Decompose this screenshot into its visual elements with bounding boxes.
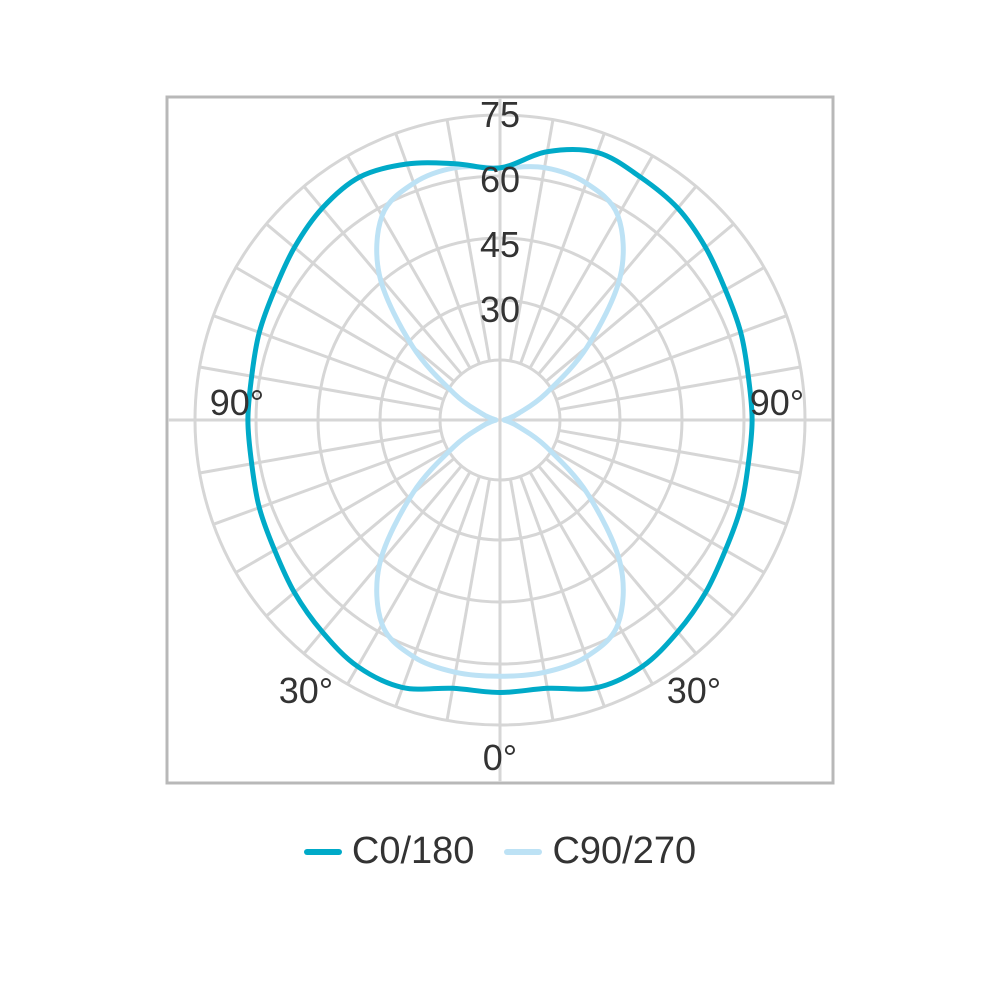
grid-spoke	[346, 155, 472, 369]
angle-label-0: 0°	[483, 737, 517, 778]
legend: C0/180 C90/270	[0, 830, 1000, 873]
radial-tick-label: 30	[480, 289, 520, 330]
grid-spoke	[519, 475, 606, 708]
grid-spoke	[445, 478, 492, 721]
legend-item-c90: C90/270	[504, 830, 696, 873]
grid-spoke	[445, 119, 492, 362]
angle-label-left-30: 30°	[279, 670, 333, 711]
grid-spoke	[199, 365, 442, 412]
legend-label-c90: C90/270	[552, 830, 697, 872]
angle-label-right-90: 90°	[750, 382, 804, 423]
grid-spoke	[555, 439, 788, 526]
chart-frame	[165, 95, 835, 785]
angle-label-left-90: 90°	[210, 382, 264, 423]
series-curves	[245, 147, 755, 695]
grid-spoke	[555, 314, 788, 401]
grid-spoke	[508, 119, 555, 362]
grid-spoke	[519, 132, 606, 365]
grid-spoke	[544, 222, 735, 383]
radial-tick-label: 75	[480, 94, 520, 135]
grid-spoke	[551, 266, 765, 392]
grid-spoke	[394, 132, 481, 365]
tick-labels: 30 45 60 75 90° 90° 30° 30° 0°	[210, 94, 804, 778]
grid-spoke	[528, 155, 654, 369]
grid-spoke	[235, 266, 449, 392]
legend-swatch-c0	[303, 848, 342, 855]
grid-spoke	[265, 457, 456, 618]
grid-spoke	[558, 428, 801, 475]
legend-label-c0: C0/180	[351, 830, 475, 872]
grid-spoke	[528, 471, 654, 685]
grid-spoke	[265, 222, 456, 383]
radial-tick-label: 60	[480, 159, 520, 200]
grid-spoke	[508, 478, 555, 721]
polar-grid	[168, 98, 832, 782]
grid-spoke	[544, 457, 735, 618]
legend-item-c0: C0/180	[303, 830, 475, 873]
grid-spoke	[558, 365, 801, 412]
grid-spoke	[235, 448, 449, 574]
grid-spoke	[199, 428, 442, 475]
grid-spoke	[551, 448, 765, 574]
grid-spoke	[212, 439, 445, 526]
series-line-c0-180	[245, 147, 755, 695]
grid-spoke	[346, 471, 472, 685]
radial-tick-label: 45	[480, 224, 520, 265]
grid-spoke	[212, 314, 445, 401]
grid-spoke	[394, 475, 481, 708]
angle-label-right-30: 30°	[667, 670, 721, 711]
legend-swatch-c90	[504, 848, 543, 855]
